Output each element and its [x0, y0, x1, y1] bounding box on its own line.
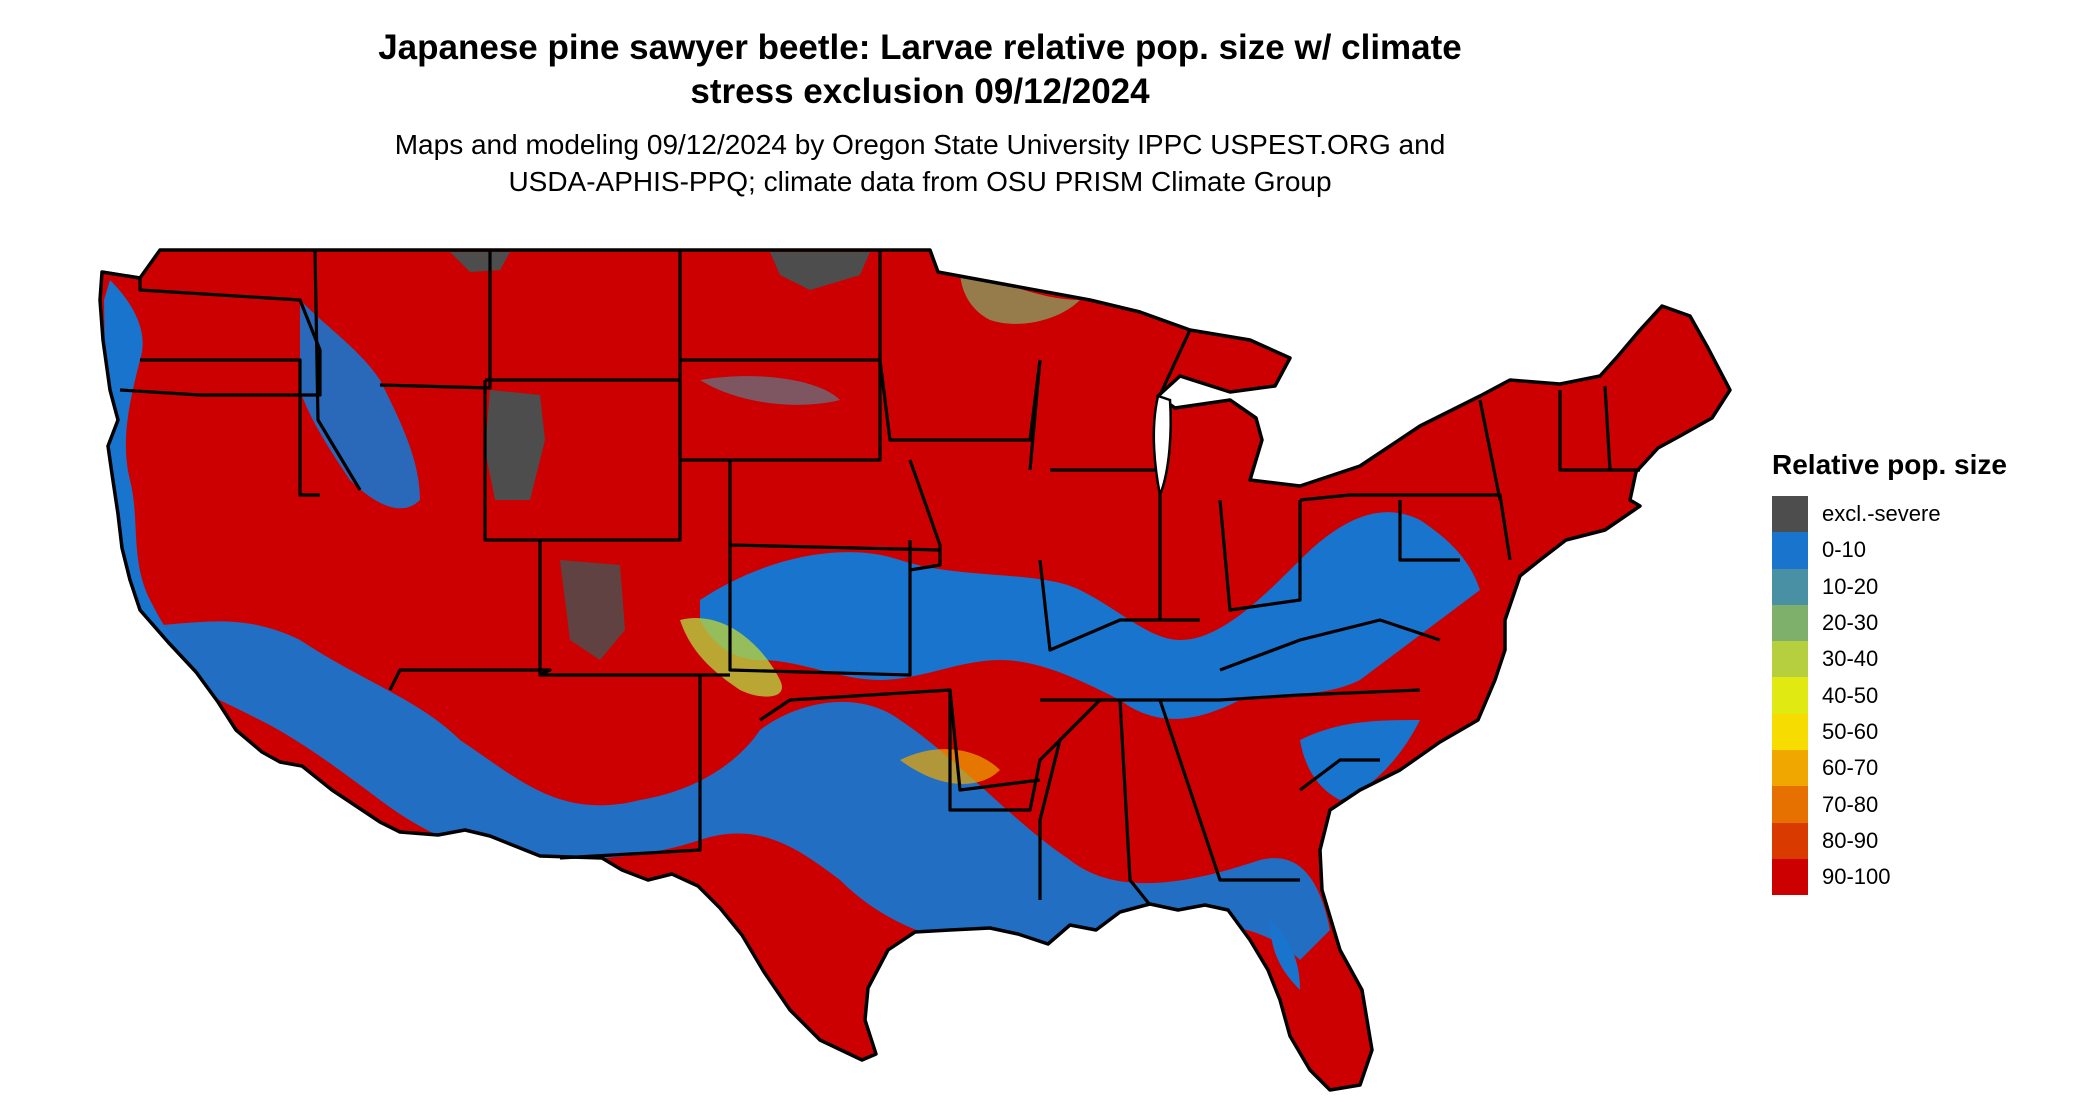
legend-swatch [1772, 641, 1808, 678]
legend-item: 70-80 [1772, 786, 2007, 823]
legend-item: 60-70 [1772, 750, 2007, 787]
legend-item: 80-90 [1772, 822, 2007, 859]
legend-label: 10-20 [1822, 573, 1879, 599]
legend-item: excl.-severe [1772, 496, 2007, 533]
legend-label: 60-70 [1822, 755, 1879, 781]
legend-swatch [1772, 858, 1808, 896]
legend-label: 90-100 [1822, 864, 1891, 890]
title-line-2: stress exclusion 09/12/2024 [690, 72, 1150, 111]
legend-item: 20-30 [1772, 604, 2007, 642]
legend-swatch [1772, 496, 1808, 533]
legend-item: 40-50 [1772, 677, 2007, 714]
legend-swatch [1772, 713, 1808, 751]
legend-swatch [1772, 532, 1808, 569]
legend-swatch [1772, 822, 1808, 859]
legend: Relative pop. size excl.-severe 0-10 10-… [1772, 448, 2007, 896]
legend-label: 50-60 [1822, 718, 1879, 744]
map-subtitle: Maps and modeling 09/12/2024 by Oregon S… [200, 126, 1640, 200]
title-line-1: Japanese pine sawyer beetle: Larvae rela… [378, 28, 1462, 67]
legend-label: excl.-severe [1822, 501, 1941, 527]
legend-label: 70-80 [1822, 791, 1879, 817]
legend-item: 10-20 [1772, 568, 2007, 605]
subtitle-line-2: USDA-APHIS-PPQ; climate data from OSU PR… [508, 166, 1332, 197]
legend-item: 30-40 [1772, 641, 2007, 678]
legend-label: 40-50 [1822, 682, 1879, 708]
legend-swatch [1772, 604, 1808, 642]
legend-title: Relative pop. size [1772, 449, 2007, 480]
us-map [98, 248, 1732, 1092]
legend-swatch [1772, 677, 1808, 714]
map-title: Japanese pine sawyer beetle: Larvae rela… [200, 26, 1640, 114]
legend-label: 20-30 [1822, 610, 1879, 636]
legend-item: 0-10 [1772, 532, 2007, 569]
legend-swatch [1772, 568, 1808, 605]
legend-item: 90-100 [1772, 858, 2007, 896]
legend-label: 0-10 [1822, 537, 1867, 563]
legend-item: 50-60 [1772, 713, 2007, 751]
legend-label: 80-90 [1822, 827, 1879, 853]
legend-swatch [1772, 786, 1808, 823]
legend-swatch [1772, 750, 1808, 787]
subtitle-line-1: Maps and modeling 09/12/2024 by Oregon S… [394, 129, 1446, 160]
legend-label: 30-40 [1822, 646, 1879, 672]
